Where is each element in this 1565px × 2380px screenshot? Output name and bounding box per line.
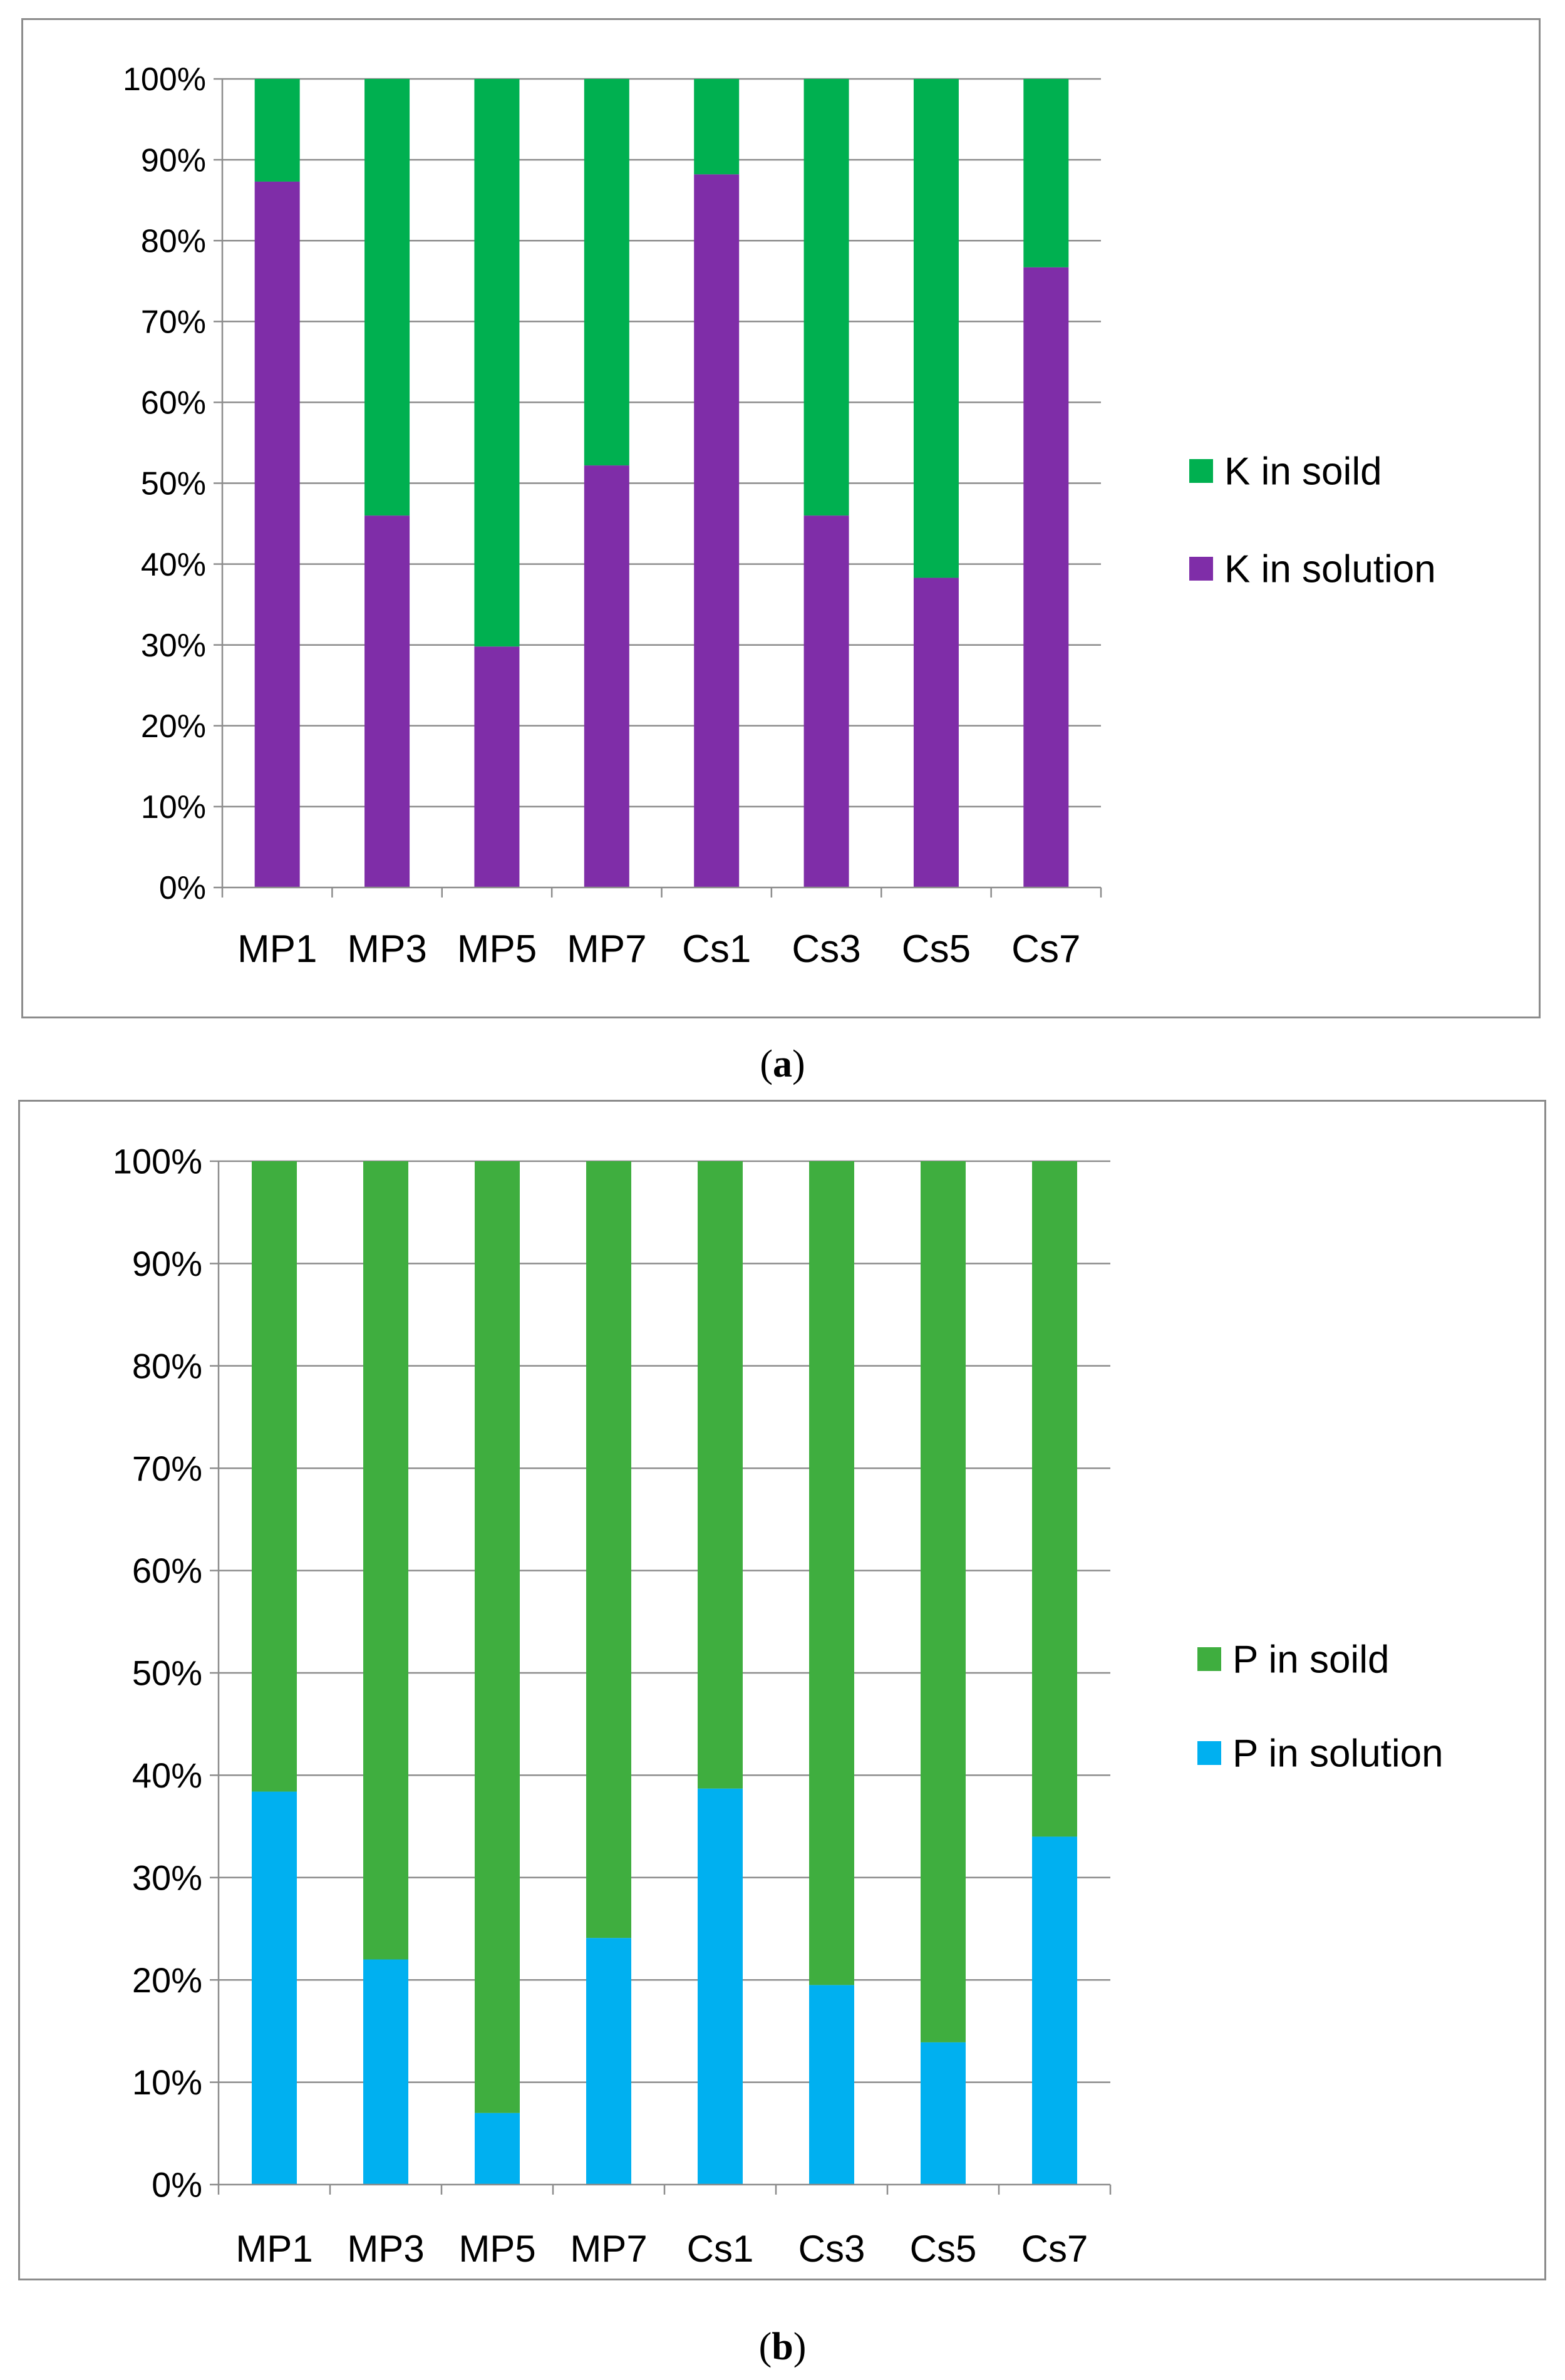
legend-label-a: K in solution: [1224, 548, 1436, 591]
x-category-label-a: Cs3: [792, 928, 860, 971]
bar-b-mp3-series1: [363, 1161, 408, 1960]
bar-b-cs1-series0: [698, 1788, 743, 2185]
y-tick-label-b: 40%: [132, 1756, 202, 1795]
caption-a-letter: a: [773, 1043, 792, 1085]
legend-label-b: P in solution: [1232, 1732, 1444, 1776]
bar-b-mp1-series1: [252, 1161, 297, 1792]
y-tick-label-b: 100%: [113, 1142, 202, 1181]
bar-a-cs5-series1: [913, 79, 959, 578]
x-category-label-a: MP1: [237, 928, 317, 971]
chart-panel-a: 0% 10% 20% 30% 40% 50% 60% 70% 80% 90% 100% MP1 MP3 M…: [21, 18, 1541, 1018]
x-category-label-a: MP7: [567, 928, 646, 971]
bar-a-cs5-series0: [913, 577, 959, 887]
bar-b-cs5-series0: [921, 2042, 966, 2185]
x-category-label-b: Cs7: [1021, 2228, 1088, 2270]
chart-a-svg: 0% 10% 20% 30% 40% 50% 60% 70% 80% 90% 100% MP1 MP3 M…: [123, 61, 1436, 971]
x-category-label-b: MP3: [347, 2228, 424, 2270]
bar-b-cs5-series1: [921, 1161, 966, 2042]
y-tick-label-b: 10%: [132, 2062, 202, 2102]
x-category-label-b: MP1: [235, 2228, 312, 2270]
caption-b: (b): [758, 2326, 807, 2368]
bar-a-mp3-series0: [364, 515, 410, 887]
bar-b-mp5-series0: [475, 2113, 520, 2185]
bar-b-mp7-series0: [586, 1938, 631, 2185]
x-category-label-b: MP5: [458, 2228, 535, 2270]
caption-a: (a): [760, 1043, 805, 1085]
y-tick-label-a: 0%: [159, 870, 206, 906]
x-category-label-b: Cs1: [687, 2228, 754, 2270]
legend-label-b: P in soild: [1232, 1638, 1389, 1682]
x-category-label-a: MP3: [347, 928, 426, 971]
y-tick-label-a: 20%: [141, 708, 206, 745]
bar-a-mp1-series0: [254, 181, 300, 887]
y-tick-label-b: 80%: [132, 1346, 202, 1385]
bar-b-mp5-series1: [475, 1161, 520, 2113]
bar-b-mp1-series0: [252, 1791, 297, 2185]
x-category-label-b: Cs3: [798, 2228, 865, 2270]
legend-swatch-b: [1197, 1647, 1221, 1671]
y-tick-label-b: 50%: [132, 1653, 202, 1693]
chart-b-svg: 0% 10% 20% 30% 40% 50% 60% 70% 80% 90% 100% MP1 MP3 M…: [113, 1142, 1444, 2270]
y-tick-label-a: 30%: [141, 628, 206, 664]
legend-label-a: K in soild: [1224, 450, 1382, 494]
x-category-label-a: Cs1: [682, 928, 751, 971]
caption-b-letter: b: [772, 2326, 793, 2368]
bar-a-cs3-series0: [803, 515, 849, 887]
bar-a-cs7-series0: [1023, 267, 1069, 888]
bar-a-cs1-series0: [694, 174, 740, 887]
y-tick-label-b: 70%: [132, 1449, 202, 1488]
legend-swatch-b: [1197, 1741, 1221, 1765]
bar-a-mp5-series0: [474, 646, 520, 887]
bar-b-cs3-series0: [809, 1985, 854, 2185]
y-tick-label-b: 60%: [132, 1551, 202, 1590]
bar-a-mp3-series1: [364, 79, 410, 516]
y-tick-label-a: 100%: [123, 61, 206, 98]
y-tick-label-a: 90%: [141, 142, 206, 178]
bar-a-mp5-series1: [474, 79, 520, 647]
legend-swatch-a: [1189, 557, 1213, 581]
y-tick-label-b: 0%: [152, 2165, 202, 2205]
bar-a-mp7-series0: [584, 465, 629, 887]
y-tick-label-b: 90%: [132, 1244, 202, 1283]
y-tick-label-b: 20%: [132, 1960, 202, 2000]
x-category-label-a: Cs7: [1011, 928, 1080, 971]
y-tick-label-a: 80%: [141, 223, 206, 259]
bar-b-mp3-series0: [363, 1959, 408, 2185]
bar-a-cs7-series1: [1023, 79, 1069, 267]
bar-a-mp7-series1: [584, 79, 629, 466]
y-tick-label-a: 10%: [141, 789, 206, 825]
bar-b-cs1-series1: [698, 1161, 743, 1789]
bar-b-mp7-series1: [586, 1161, 631, 1938]
x-category-label-a: MP5: [457, 928, 537, 971]
y-tick-label-a: 60%: [141, 385, 206, 422]
x-category-label-b: Cs5: [910, 2228, 977, 2270]
bar-a-mp1-series1: [254, 79, 300, 182]
bar-b-cs7-series0: [1032, 1836, 1077, 2185]
bar-b-cs7-series1: [1032, 1161, 1077, 1837]
x-category-label-a: Cs5: [902, 928, 971, 971]
y-tick-label-a: 40%: [141, 547, 206, 583]
bar-b-cs3-series1: [809, 1161, 854, 1985]
bar-a-cs1-series1: [694, 79, 740, 175]
bar-a-cs3-series1: [803, 79, 849, 516]
y-tick-label-a: 70%: [141, 304, 206, 341]
chart-panel-b: 0% 10% 20% 30% 40% 50% 60% 70% 80% 90% 100% MP1 MP3 M…: [18, 1100, 1546, 2280]
x-category-label-b: MP7: [570, 2228, 647, 2270]
y-tick-label-b: 30%: [132, 1858, 202, 1897]
y-tick-label-a: 50%: [141, 466, 206, 502]
legend-swatch-a: [1189, 459, 1213, 483]
